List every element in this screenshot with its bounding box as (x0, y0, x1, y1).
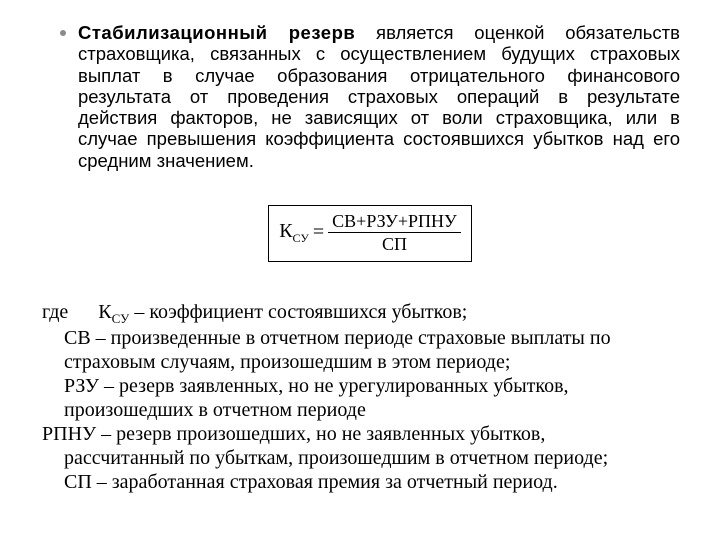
paragraph-rest: является оценкой обязательств страховщик… (78, 22, 680, 171)
def-ksu-rest: – коэффициент состоявшихся убытков; (129, 301, 467, 323)
def-rpnu-line2: рассчитанный по убыткам, произошедшим в … (42, 446, 680, 470)
bullet-icon (60, 30, 66, 36)
formula-lhs: КСУ (279, 221, 309, 244)
main-paragraph-row: Стабилизационный резерв является оценкой… (60, 22, 680, 171)
def-sp-line: СП – заработанная страховая премия за от… (42, 470, 680, 494)
formula-denominator: СП (328, 233, 461, 253)
slide: Стабилизационный резерв является оценкой… (0, 0, 720, 540)
lead-term: Стабилизационный резерв (78, 22, 355, 43)
def-where-row: где КСУ – коэффициент состоявшихся убытк… (42, 300, 680, 327)
def-sv-line2: страховым случаям, произошедшим в этом п… (42, 350, 680, 374)
def-ksu-sub: СУ (112, 311, 130, 326)
formula-numerator: СВ+РЗУ+РПНУ (328, 212, 461, 233)
where-label: где (42, 301, 68, 323)
def-rzu-line1: РЗУ – резерв заявленных, но не урегулиро… (42, 374, 680, 398)
formula-lhs-main: К (279, 220, 292, 242)
def-rpnu-line1: РПНУ – резерв произошедших, но не заявле… (42, 422, 680, 446)
formula-container: КСУ = СВ+РЗУ+РПНУ СП (60, 205, 680, 262)
formula-fraction: СВ+РЗУ+РПНУ СП (328, 212, 461, 253)
main-paragraph: Стабилизационный резерв является оценкой… (78, 22, 680, 171)
formula-equals: = (313, 222, 324, 242)
def-rzu-line2: произошедших в отчетном периоде (42, 398, 680, 422)
definitions-block: где КСУ – коэффициент состоявшихся убытк… (42, 300, 680, 495)
formula-box: КСУ = СВ+РЗУ+РПНУ СП (268, 205, 472, 262)
def-sv-line1: СВ – произведенные в отчетном периоде ст… (42, 326, 680, 350)
def-ksu-main: К (98, 301, 111, 323)
formula-lhs-sub: СУ (293, 231, 309, 245)
